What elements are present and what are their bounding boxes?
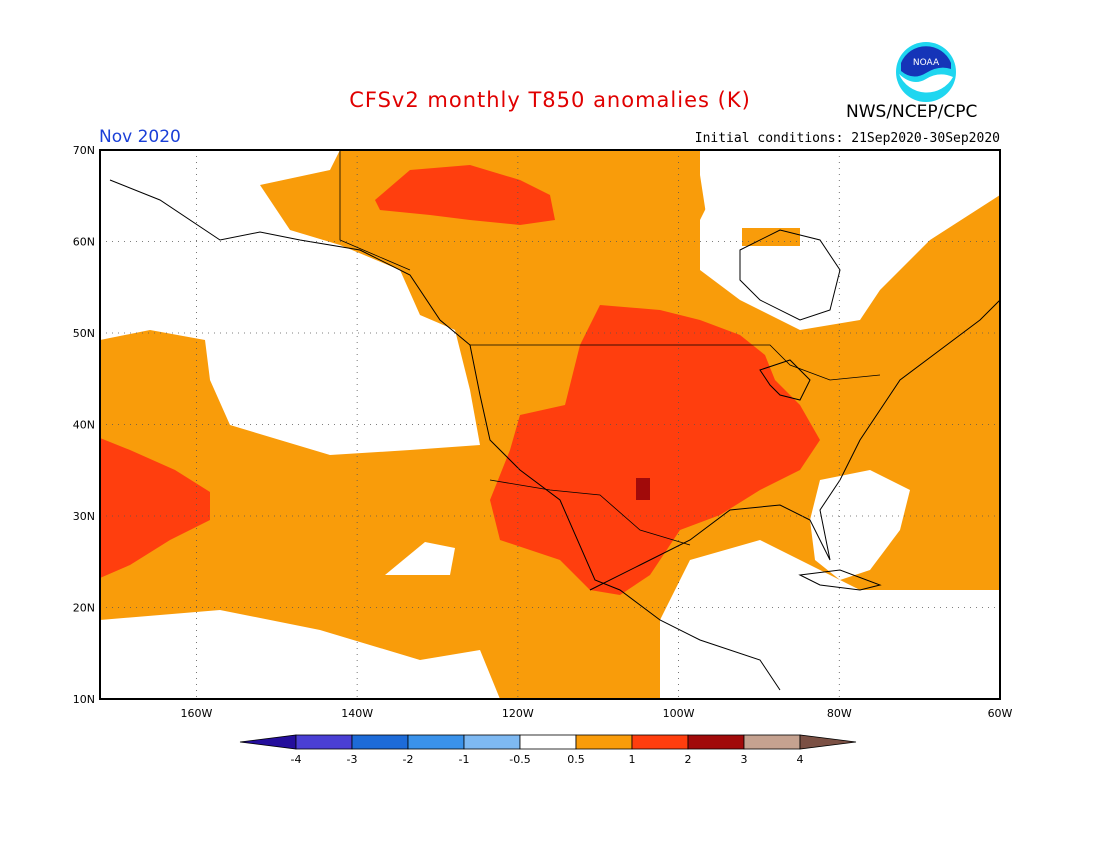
colorbar-segment — [519, 734, 577, 750]
colorbar-label: -3 — [347, 753, 358, 766]
colorbar-segment — [631, 734, 689, 750]
border-alaska — [339, 150, 411, 271]
anomaly-region-red-conus — [490, 305, 820, 595]
agency-label: NWS/NCEP/CPC — [846, 102, 978, 122]
lat-tick-label: 70N — [73, 144, 95, 157]
anomaly-region-neutral-atlantic — [810, 470, 910, 580]
anomaly-region-orange-patch — [742, 228, 800, 246]
border-us-canada — [470, 344, 881, 381]
colorbar-segment — [575, 734, 633, 750]
coastline-hudson — [739, 229, 841, 321]
colorbar-label: -4 — [291, 753, 302, 766]
colorbar-segment — [351, 734, 409, 750]
lat-tick-label: 50N — [73, 327, 95, 340]
colorbar-arrow-low — [239, 734, 297, 750]
coastline-greatlakes — [759, 359, 811, 401]
border-us-mexico — [489, 479, 691, 546]
noaa-logo-icon: NOAA — [896, 42, 956, 102]
lon-tick-label: 60W — [988, 707, 1013, 720]
anomaly-region-neutral-arctic — [700, 150, 1000, 330]
colorbar-segment — [295, 734, 353, 750]
colorbar-label: 1 — [629, 753, 636, 766]
lat-tick-label: 30N — [73, 510, 95, 523]
lon-tick-label: 140W — [341, 707, 373, 720]
colorbar-segment — [463, 734, 521, 750]
colorbar-label: 0.5 — [567, 753, 585, 766]
coastline-gulf — [589, 299, 1000, 591]
lon-tick-label: 100W — [663, 707, 695, 720]
coastline-cuba — [798, 569, 882, 591]
colorbar-arrow-high — [799, 734, 857, 750]
forecast-month: Nov 2020 — [99, 127, 181, 147]
colorbar-label: 3 — [741, 753, 748, 766]
map-frame — [99, 149, 1001, 700]
lat-tick-label: 20N — [73, 602, 95, 615]
map-title: CFSv2 monthly T850 anomalies (K) — [349, 88, 751, 112]
colorbar-segment — [407, 734, 465, 750]
lat-tick-label: 10N — [73, 693, 95, 706]
colorbar-label: -1 — [459, 753, 470, 766]
lat-tick-label: 40N — [73, 419, 95, 432]
colorbar-label: 2 — [685, 753, 692, 766]
anomaly-region-neutral-hawaii — [385, 542, 455, 575]
colorbar-segment — [687, 734, 745, 750]
svg-text:NOAA: NOAA — [913, 58, 940, 68]
colorbar-legend: -4 -3 -2 -1 -0.5 0.5 1 2 3 4 — [239, 734, 857, 766]
anomaly-region-red-pacific — [100, 438, 210, 578]
lon-tick-label: 80W — [827, 707, 852, 720]
colorbar-label: -2 — [403, 753, 414, 766]
lon-tick-label: 160W — [180, 707, 212, 720]
anomaly-region-red-arctic — [375, 165, 555, 225]
anomaly-region-darkred — [636, 478, 650, 500]
anomaly-region-neutral-caribbean — [660, 540, 1000, 699]
anomaly-region-neutral-southpacific — [100, 610, 500, 699]
colorbar-label: -0.5 — [509, 753, 530, 766]
initial-conditions: Initial conditions: 21Sep2020-30Sep2020 — [694, 131, 1000, 146]
coastline-west — [109, 179, 781, 691]
lon-tick-label: 120W — [502, 707, 534, 720]
colorbar-segment — [743, 734, 801, 750]
lat-tick-label: 60N — [73, 236, 95, 249]
colorbar-label: 4 — [797, 753, 804, 766]
